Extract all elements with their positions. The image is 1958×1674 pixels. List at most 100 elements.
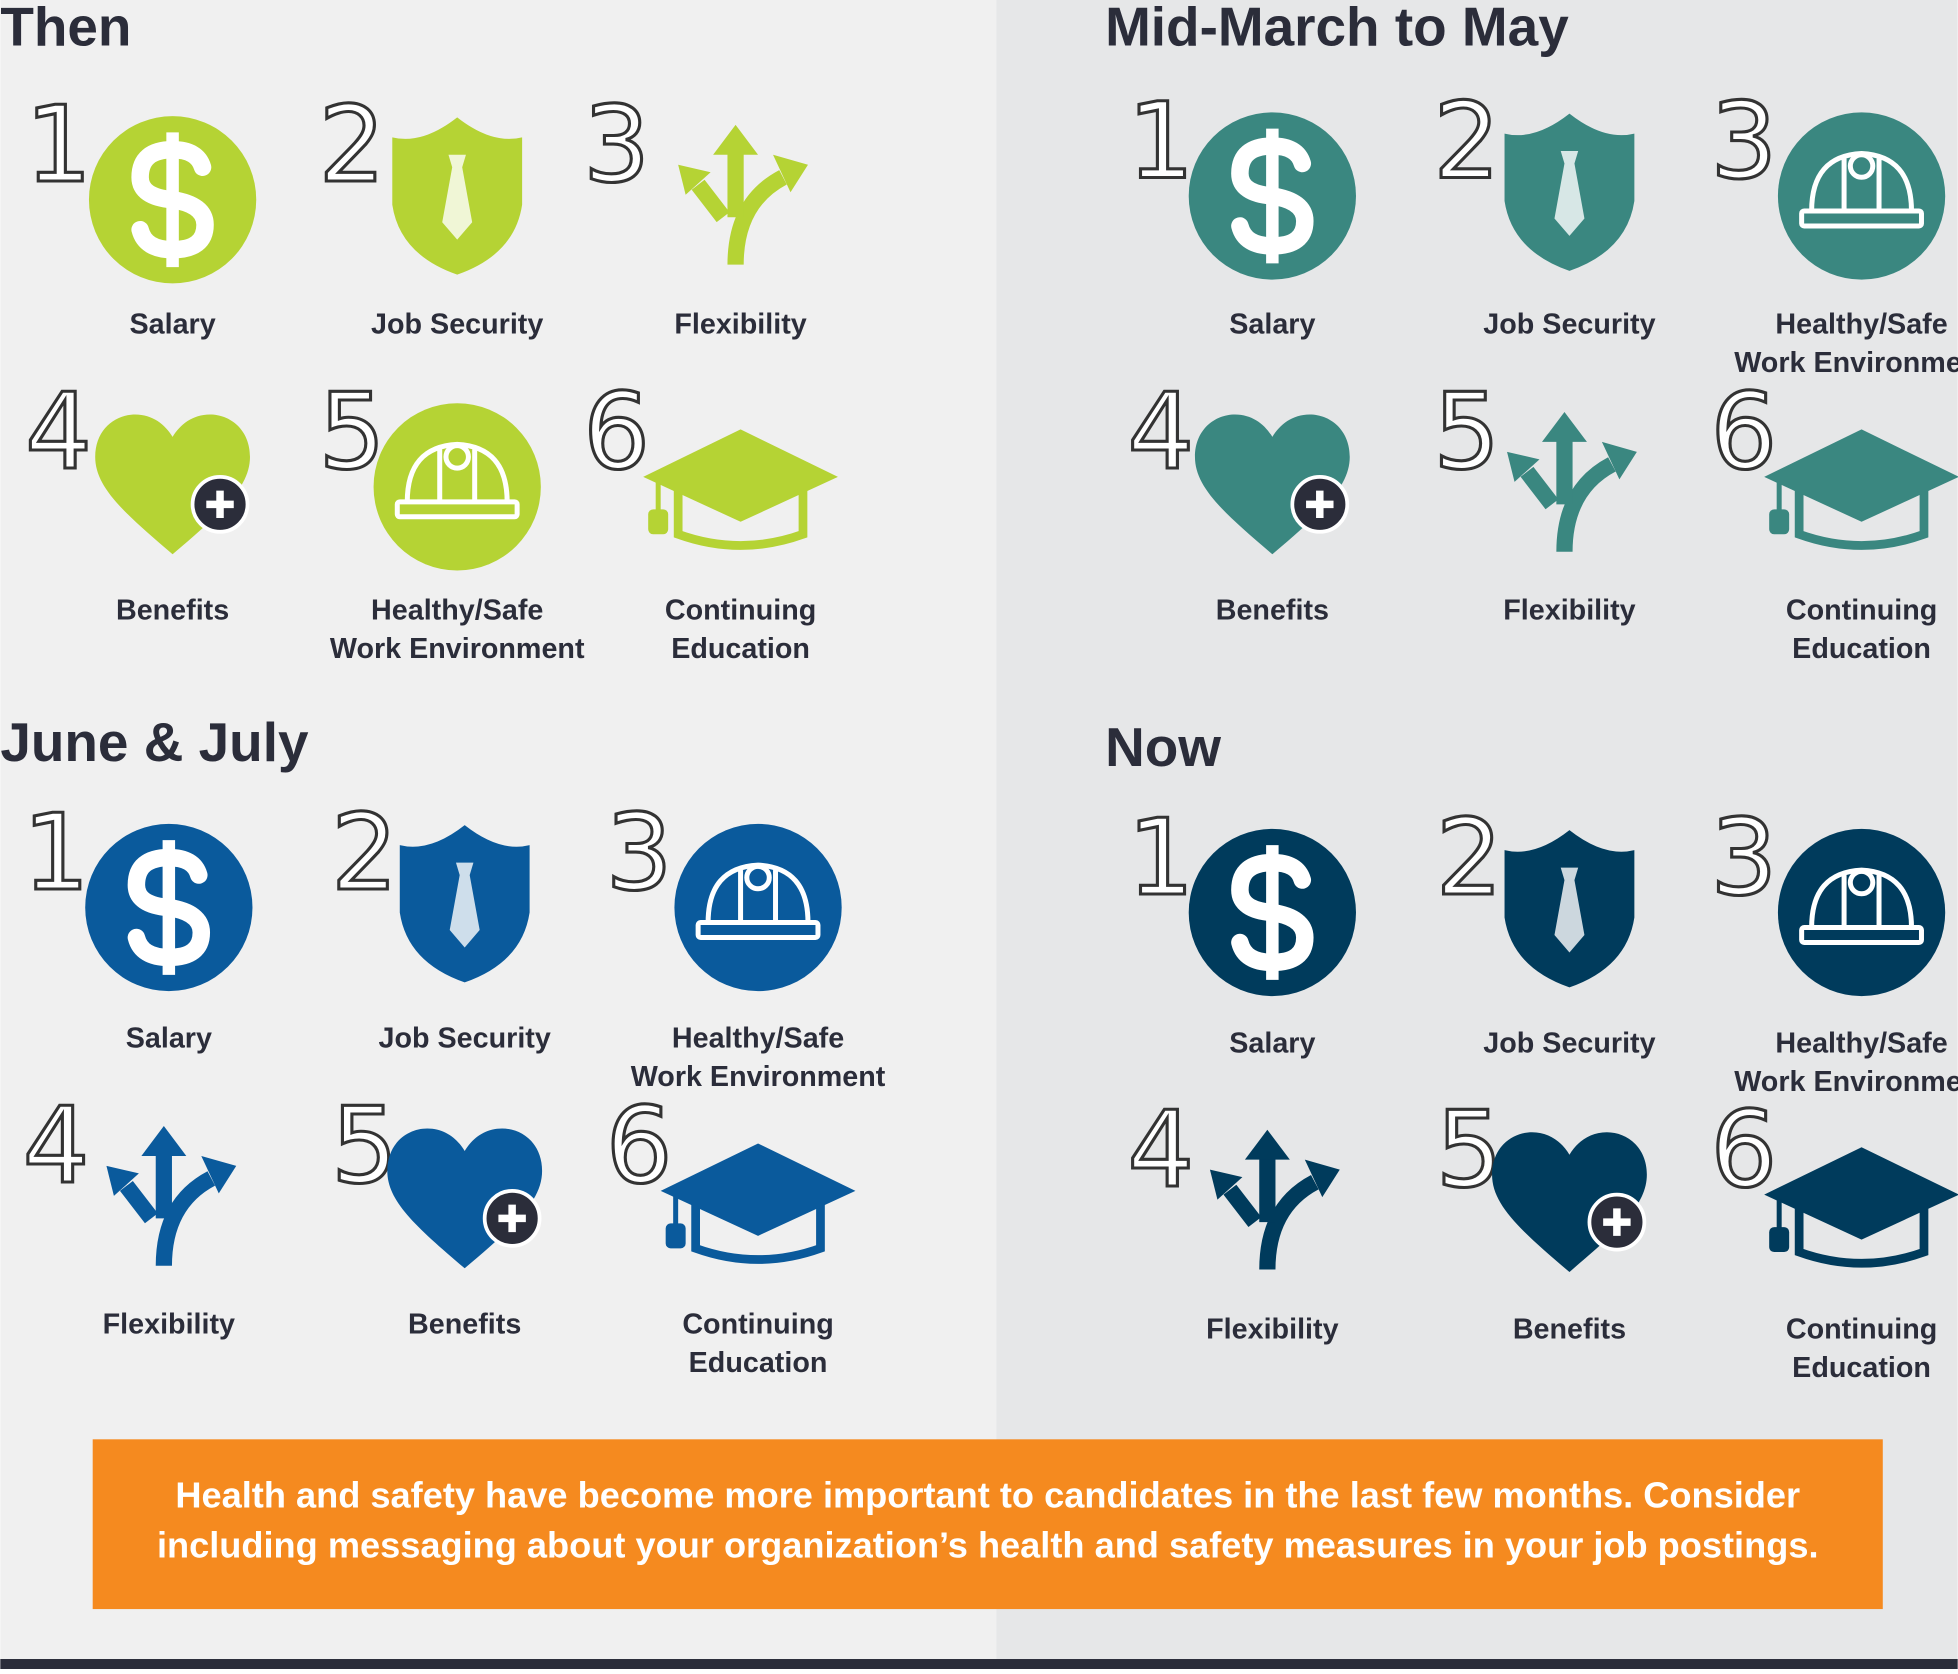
tassel-end [648, 509, 669, 535]
cap-band [1794, 489, 1929, 550]
flex-arrow [1304, 1159, 1340, 1198]
rank-number: 1 [23, 792, 90, 914]
hardhat-brim [1799, 208, 1924, 229]
item-label: Work Environment [631, 1061, 886, 1093]
cap-icon [643, 429, 838, 522]
flex-stem [727, 170, 788, 265]
rank-number: 5 [331, 1085, 398, 1207]
flex-stem [1520, 466, 1559, 510]
item-label: Salary [1229, 1027, 1315, 1059]
hardhat-lamp [1847, 152, 1876, 180]
item-label: Benefits [116, 594, 229, 626]
rank-number: 3 [583, 84, 650, 206]
right-background [996, 0, 1958, 1669]
tie [442, 154, 473, 240]
flex-arrow [141, 1125, 187, 1156]
hardhat-lamp [744, 863, 772, 892]
rank-number: 1 [1128, 797, 1195, 919]
rank-number: 6 [1711, 371, 1778, 493]
tassel-end [1769, 509, 1790, 535]
plus [1603, 1208, 1631, 1236]
rank-number: 4 [25, 371, 92, 493]
hardhat-lamp [443, 443, 471, 471]
rank-number: 4 [23, 1085, 90, 1207]
flex-arrow [106, 1165, 139, 1196]
item-label: Job Security [1483, 308, 1655, 340]
tie [1554, 867, 1585, 953]
flex-stem [119, 1180, 158, 1224]
cap-icon [660, 1143, 856, 1236]
panel-title: Then [0, 0, 131, 58]
cap-icon [1764, 429, 1958, 522]
hardhat-brim [1799, 925, 1924, 945]
item-label: Healthy/Safe [371, 594, 543, 626]
rank-number: 2 [1436, 797, 1503, 919]
cap-band [691, 1203, 825, 1264]
callout-text: Health and safety have become more impor… [175, 1475, 1800, 1516]
rank-number: 6 [583, 371, 650, 493]
rank-number: 6 [606, 1085, 673, 1207]
rank-number: 3 [606, 792, 673, 914]
rank-number: 4 [1128, 1089, 1195, 1211]
rank-number: 5 [319, 371, 386, 493]
flex-arrow [678, 164, 711, 195]
panel-title: Now [1105, 716, 1221, 778]
cap-band [1794, 1207, 1929, 1268]
cap-icon [1764, 1147, 1958, 1240]
flex-arrow [1209, 1169, 1243, 1200]
flex-arrow [1601, 441, 1637, 480]
flex-stem [155, 1171, 216, 1266]
item-label: Benefits [1216, 594, 1329, 626]
tassel-end [1769, 1227, 1790, 1253]
item-label: Work Environment [1734, 347, 1958, 379]
panel-title: June & July [0, 711, 309, 773]
item-label: Education [1792, 633, 1931, 665]
tassel-end [665, 1223, 686, 1249]
rank-number: 4 [1128, 371, 1195, 493]
rank-number: 1 [1128, 80, 1195, 202]
hardhat-brim [394, 499, 520, 520]
panel-title: Mid-March to May [1105, 0, 1569, 58]
rank-number: 2 [319, 84, 386, 206]
flex-arrow [1244, 1129, 1290, 1160]
flex-arrow [773, 154, 808, 193]
item-label: Work Environment [1734, 1066, 1958, 1098]
tie [449, 862, 480, 948]
rank-number: 5 [1433, 371, 1500, 493]
callout-text: including messaging about your organizat… [157, 1524, 1819, 1565]
item-label: Benefits [408, 1308, 521, 1340]
item-label: Salary [126, 1022, 212, 1054]
item-label: Flexibility [1206, 1313, 1338, 1345]
item-label: Education [689, 1347, 828, 1379]
cap-band [673, 489, 808, 550]
flex-stem [1223, 1184, 1262, 1228]
hardhat-lamp [1847, 868, 1876, 897]
rank-number: 5 [1436, 1089, 1503, 1211]
item-label: Flexibility [674, 308, 806, 340]
tie [1554, 151, 1585, 236]
plus [1306, 490, 1334, 519]
item-label: Work Environment [330, 633, 585, 665]
flex-arrow [201, 1155, 237, 1194]
hardhat-icon [674, 823, 842, 992]
item-label: Healthy/Safe [1775, 1027, 1947, 1059]
item-label: Continuing [665, 594, 816, 626]
rank-number: 2 [1433, 80, 1500, 202]
rank-number: 3 [1711, 797, 1778, 919]
flex-stem [691, 179, 730, 223]
item-label: Continuing [1786, 594, 1937, 626]
item-label: Salary [129, 308, 215, 340]
item-label: Education [671, 633, 810, 665]
hardhat-icon [1777, 112, 1946, 280]
hardhat-brim [695, 920, 821, 940]
rank-number: 3 [1711, 80, 1778, 202]
item-label: Flexibility [1503, 594, 1635, 626]
flex-arrow [1507, 451, 1540, 482]
item-label: Healthy/Safe [672, 1022, 844, 1054]
item-label: Job Security [371, 308, 543, 340]
flex-arrow [1541, 411, 1587, 442]
flex-stem [1556, 457, 1616, 552]
bottom-bar [0, 1659, 1958, 1669]
flex-stem [1259, 1174, 1319, 1270]
